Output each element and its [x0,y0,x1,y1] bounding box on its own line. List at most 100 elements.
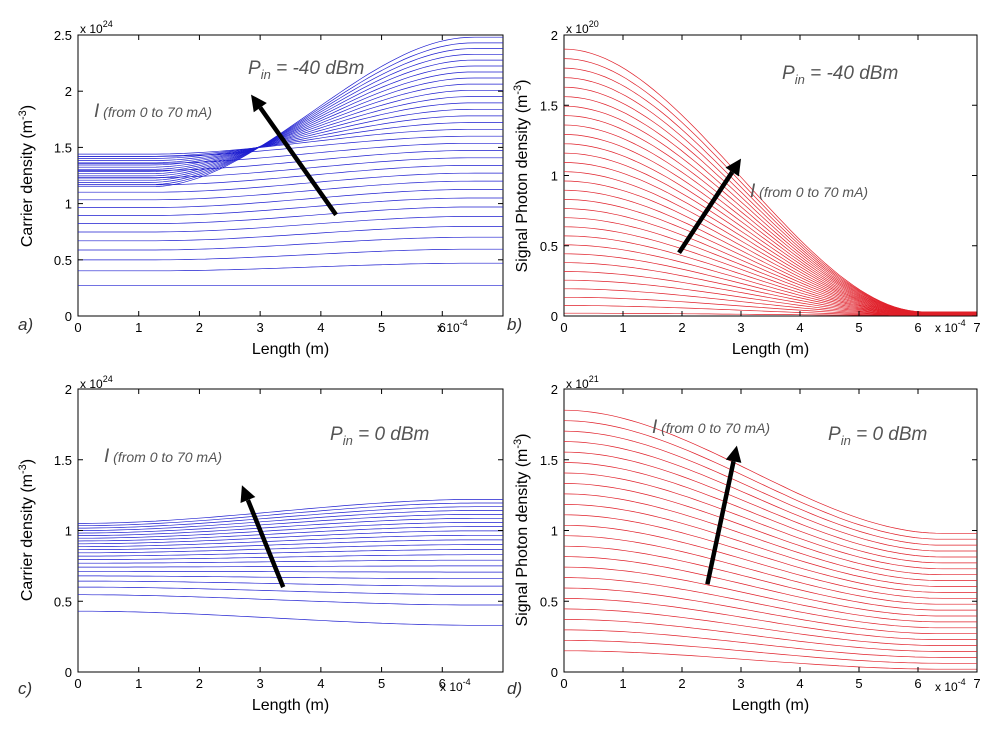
power-value: = -40 dBm [805,63,898,84]
y-axis-label: Carrier density (m-3) [17,105,36,247]
current-range: (from 0 to 70 mA) [99,104,212,120]
series-line [78,206,503,224]
power-symbol: P [782,63,795,84]
series-line [78,236,503,251]
power-symbol: P [248,58,261,79]
series-line [78,610,503,626]
series-line [78,544,503,554]
y-axis-label-close: ) [514,434,531,439]
y-tick-label: 1.5 [54,140,72,155]
series-curves [77,499,503,626]
arrow-head [725,445,742,463]
series-line [564,650,977,670]
y-tick-label: 0 [65,309,72,324]
y-tick-label: 0.5 [540,239,558,254]
panel-label: d) [507,679,522,698]
series-line [78,142,503,164]
power-symbol: P [330,424,343,445]
x-exponent-label: x 10-4 [437,318,468,335]
y-exponent-power: 24 [103,19,113,29]
series-line [78,586,503,595]
x-axis-label: Length (m) [252,341,329,358]
series-line [78,71,503,175]
series-line [563,608,977,646]
series-line [78,83,503,170]
current-range: (from 0 to 70 mA) [109,449,222,465]
x-tick-label: 6 [914,676,921,691]
x-tick-label: 3 [737,676,744,691]
y-axis-label-text: Carrier density (m [19,474,36,601]
series-line [563,556,977,617]
series-line [78,575,503,580]
y-axis-label-close: ) [19,105,36,110]
series-curves [563,409,977,670]
arrow-head [251,94,267,113]
series-line [77,510,503,531]
series-line [563,124,977,314]
series-line [563,514,977,593]
series-line [78,48,503,183]
y-axis-label-close: ) [514,80,531,85]
x-tick-label: 3 [257,320,264,335]
x-tick-label: 6 [439,676,446,691]
y-exponent-base: x 10 [80,377,103,391]
y-tick-label: 1 [551,169,558,184]
y-tick-label: 1.5 [540,98,558,113]
y-axis-label-text: Signal Photon density (m [514,449,531,627]
series-line [78,248,503,261]
series-line [564,629,977,658]
arrow-shaft [245,499,286,588]
series-line [78,559,503,564]
y-tick-label: 2.5 [54,28,72,43]
series-line [78,517,503,536]
series-line [563,472,977,570]
power-annotation: Pin = 0 dBm [828,424,927,448]
y-tick-label: 1 [551,524,558,539]
series-line [78,262,503,272]
series-line [563,430,977,546]
x-tick-label: 4 [317,676,324,691]
arrow-head [725,158,741,177]
series-line [78,534,503,548]
x-exponent-power: -4 [958,318,966,328]
panel-label: b) [507,315,522,334]
series-line [78,502,503,527]
x-exponent-base: x 10 [440,680,463,694]
current-annotation: I (from 0 to 70 mA) [94,101,212,122]
y-axis-label-sup: -3 [512,439,524,449]
series-curves [78,36,503,287]
power-value: = 0 dBm [851,424,928,445]
x-tick-label: 2 [678,676,685,691]
power-subscript: in [343,433,353,448]
series-line [563,483,977,576]
series-line [78,565,503,568]
series-line [78,65,503,177]
plot-frame [563,34,978,317]
y-axis-label-close: ) [19,459,36,464]
y-axis-label: Signal Photon density (m-3) [512,80,531,273]
power-annotation: Pin = 0 dBm [330,424,429,448]
y-axis-label: Signal Photon density (m-3) [512,434,531,627]
series-line [78,554,503,560]
x-tick-label: 5 [855,676,862,691]
series-line [564,244,977,315]
x-tick-label: 7 [973,676,980,691]
series-line [78,150,503,171]
series-line [78,157,503,178]
x-tick-label: 2 [196,676,203,691]
arrow-head [240,485,256,504]
x-tick-label: 3 [257,676,264,691]
y-tick-label: 1.5 [540,453,558,468]
series-line [78,522,503,539]
x-tick-label: 6 [914,320,921,335]
current-symbol: I [104,446,110,467]
y-exponent-power: 21 [589,374,599,384]
series-line [78,172,503,193]
series-line [563,451,977,558]
power-value: = -40 dBm [271,58,364,79]
x-exponent-power: -4 [958,677,966,687]
series-line [563,253,977,315]
y-exponent-label: x 1021 [566,374,599,391]
x-axis-label: Length (m) [732,341,809,358]
